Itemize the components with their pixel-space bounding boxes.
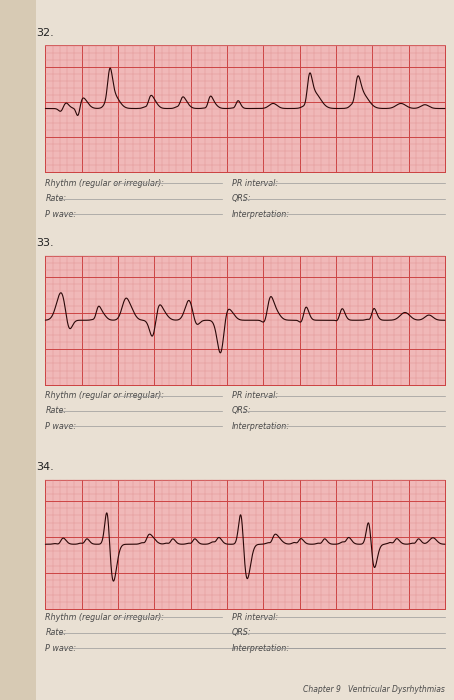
- Text: Interpretation:: Interpretation:: [232, 422, 290, 430]
- Text: QRS:: QRS:: [232, 195, 251, 203]
- Text: P wave:: P wave:: [45, 210, 77, 218]
- Text: Interpretation:: Interpretation:: [232, 210, 290, 218]
- Bar: [45, 46, 445, 172]
- Text: 33.: 33.: [36, 239, 54, 248]
- Text: QRS:: QRS:: [232, 407, 251, 415]
- Bar: [45, 480, 445, 609]
- Text: Rate:: Rate:: [45, 629, 67, 637]
- Text: Rate:: Rate:: [45, 195, 67, 203]
- Text: Chapter 9   Ventricular Dysrhythmias: Chapter 9 Ventricular Dysrhythmias: [303, 685, 445, 694]
- Text: 32.: 32.: [36, 29, 54, 38]
- Text: Interpretation:: Interpretation:: [232, 644, 290, 652]
- Text: P wave:: P wave:: [45, 422, 77, 430]
- Text: PR interval:: PR interval:: [232, 613, 278, 622]
- Text: P wave:: P wave:: [45, 644, 77, 652]
- Text: Rhythm (regular or irregular):: Rhythm (regular or irregular):: [45, 391, 164, 400]
- Text: PR interval:: PR interval:: [232, 179, 278, 188]
- Bar: [45, 256, 445, 385]
- Text: Rate:: Rate:: [45, 407, 67, 415]
- Text: QRS:: QRS:: [232, 629, 251, 637]
- Bar: [0, 0, 36, 700]
- Text: Rhythm (regular or irregular):: Rhythm (regular or irregular):: [45, 179, 164, 188]
- Text: PR interval:: PR interval:: [232, 391, 278, 400]
- Text: 34.: 34.: [36, 463, 54, 473]
- Text: Rhythm (regular or irregular):: Rhythm (regular or irregular):: [45, 613, 164, 622]
